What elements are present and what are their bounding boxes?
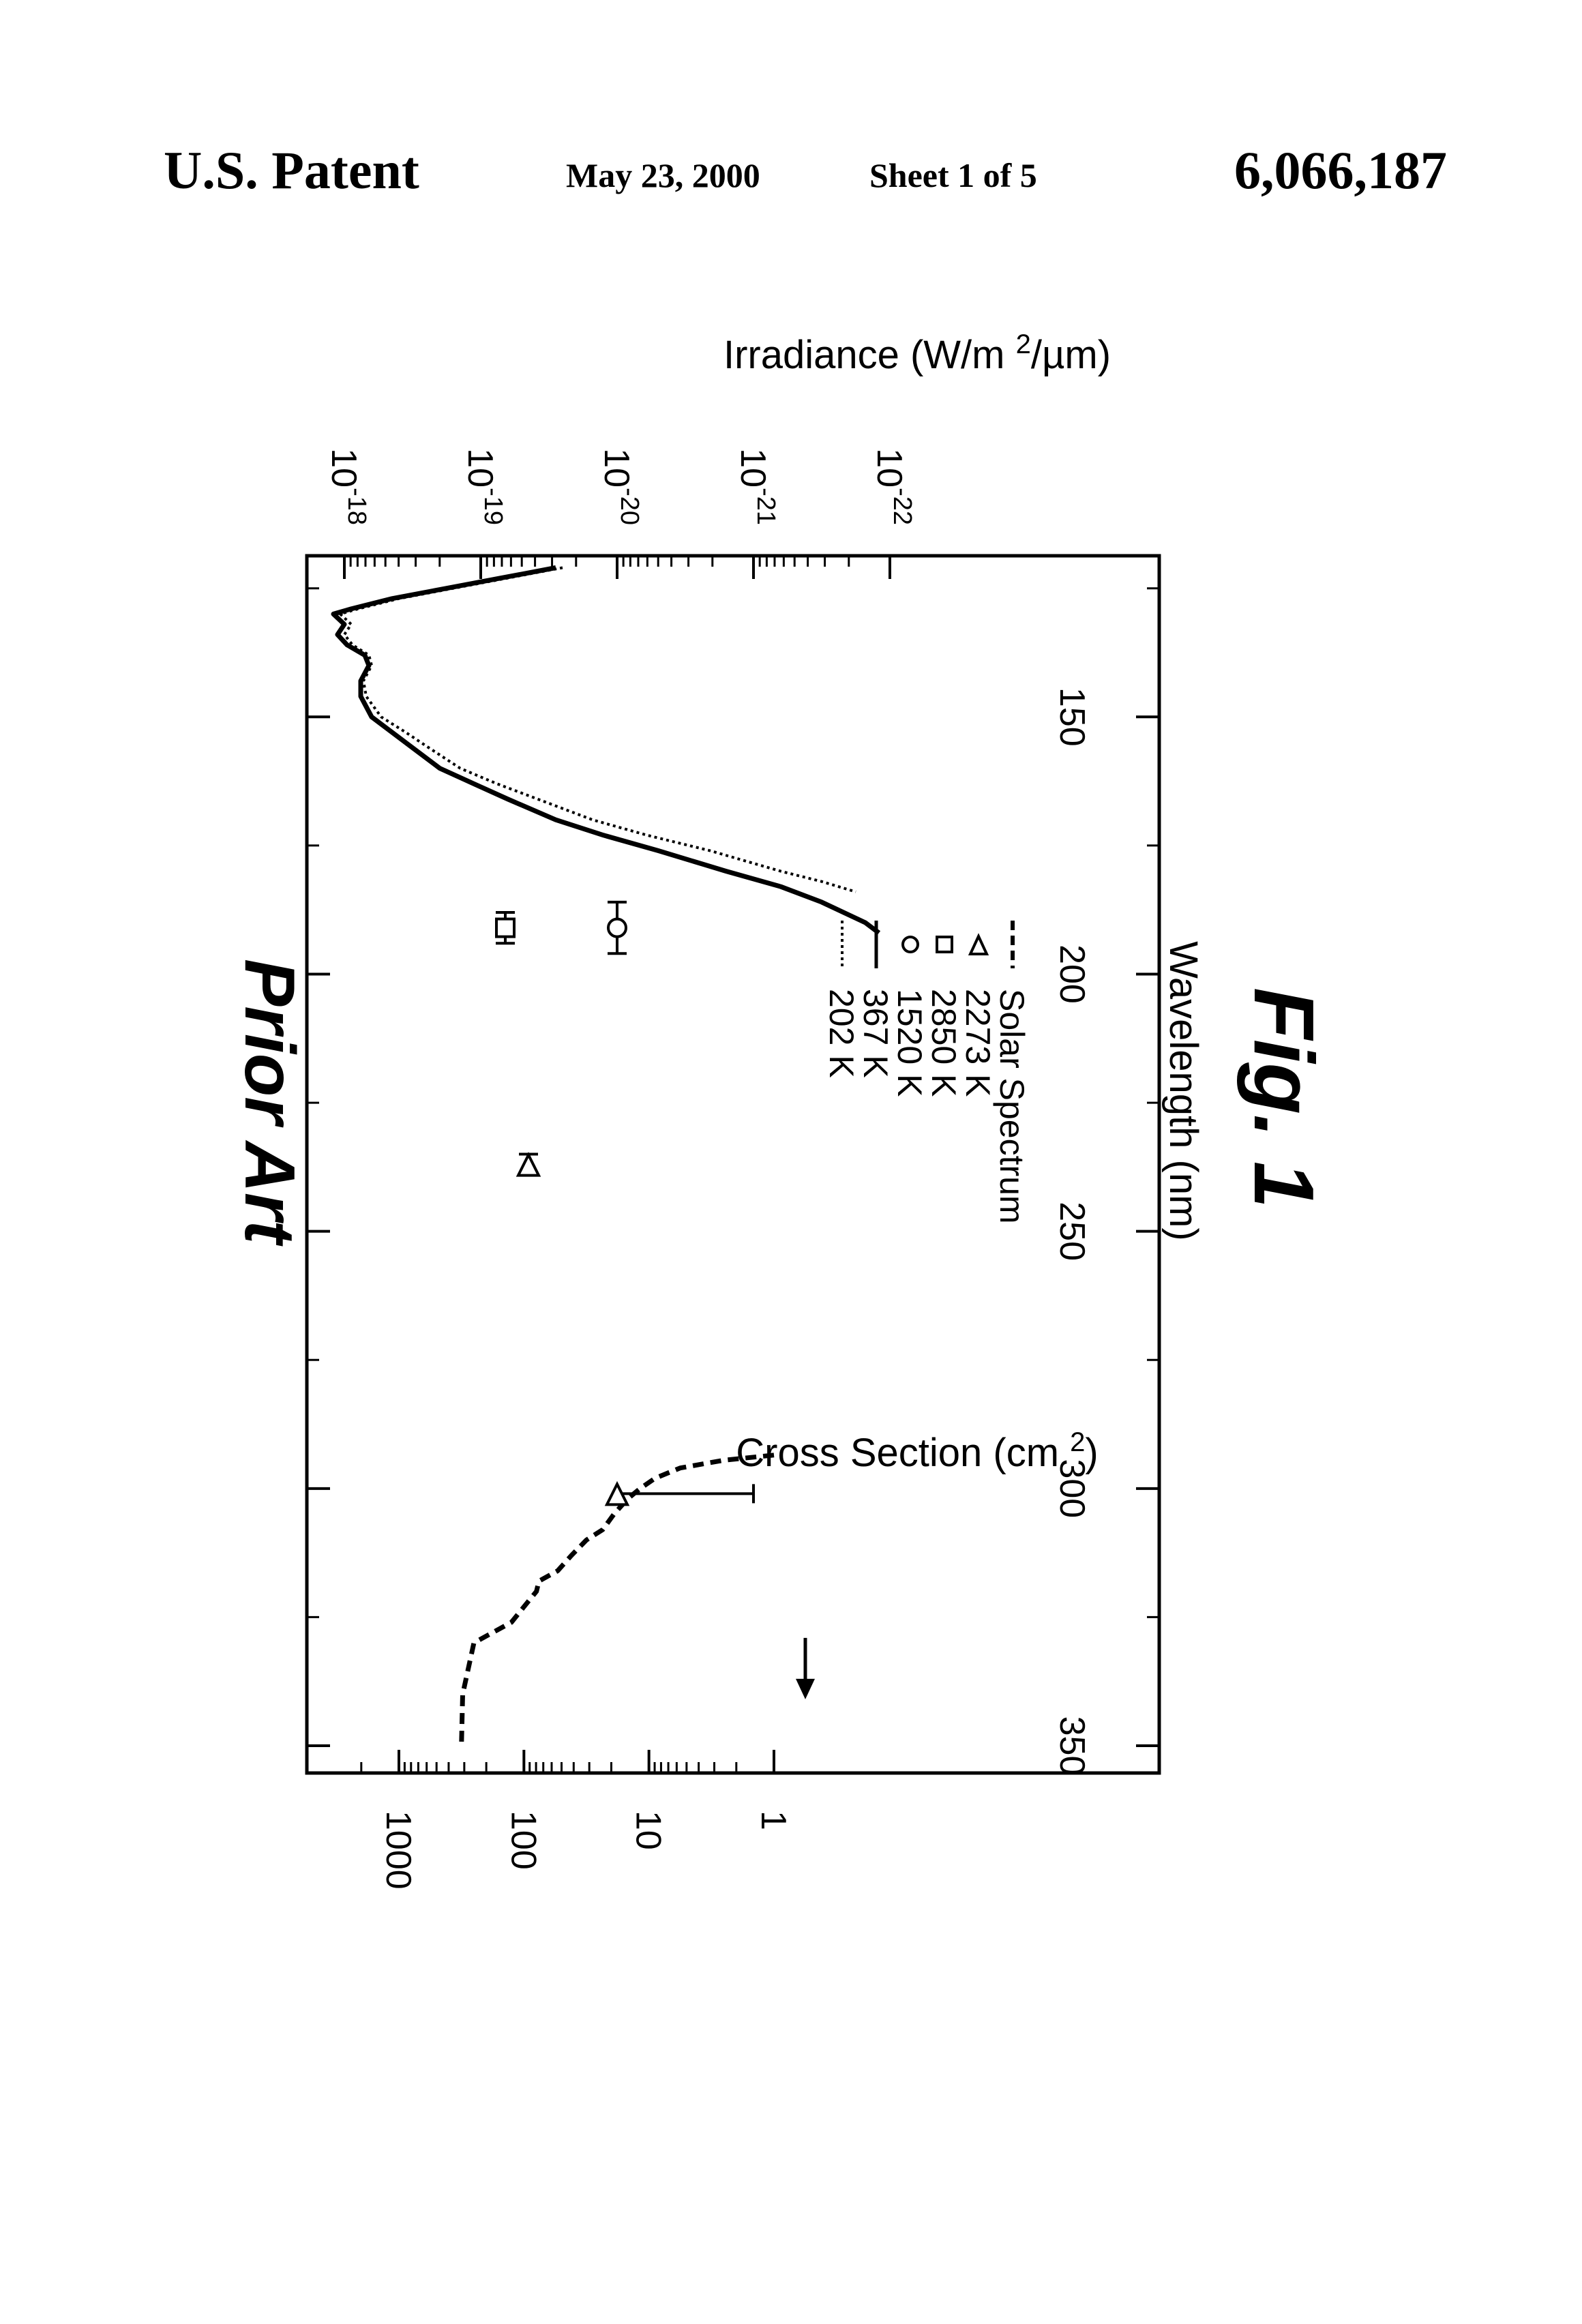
superscript: 2 [1070, 1427, 1085, 1457]
x-tick-label: 250 [1052, 1202, 1092, 1261]
legend-label: 367 K [856, 989, 895, 1078]
x-axis-title: Wavelength (nm) [1161, 941, 1206, 1240]
point-2850-k [496, 919, 514, 937]
legend-marker [937, 937, 952, 952]
y2-tick-label: 100 [503, 1811, 543, 1870]
axis-title-rest: /µm) [1031, 333, 1111, 377]
y-tick-base: 10 [324, 448, 363, 488]
y-tick-exponent: -18 [342, 488, 371, 525]
legend-item-2850-k: 2850 K [925, 937, 963, 1097]
legend-item-2273-k: 2273 K [959, 936, 997, 1097]
point-1520-k [608, 919, 626, 937]
left-axis-title: Cross Section (cm 2) [736, 1427, 1098, 1475]
right-axis-title-main: Irradiance (W/m [723, 333, 1005, 377]
legend: 202 K367 K1520 K2850 K2273 KSolar Spectr… [822, 921, 1031, 1224]
x-tick-label: 150 [1052, 687, 1092, 747]
y-tick-label: 10-18 [324, 448, 371, 525]
legend-label: 2850 K [925, 989, 963, 1097]
legend-label: 202 K [822, 989, 861, 1078]
series-367-k [333, 568, 879, 934]
y-tick-exponent: -21 [751, 488, 780, 525]
left-axis-title-main: Cross Section (cm [736, 1431, 1059, 1475]
x-tick-label: 300 [1052, 1459, 1092, 1518]
point-2273-k [518, 1155, 539, 1176]
superscript: 2 [1016, 329, 1031, 359]
y-tick-base: 10 [597, 448, 636, 488]
legend-item-367-k: 367 K [856, 921, 895, 1078]
y-tick-label: 10-22 [869, 448, 916, 525]
y-tick-base: 10 [460, 448, 500, 488]
y-tick-label: 10-21 [733, 448, 780, 525]
y-tick-base: 10 [733, 448, 773, 488]
y-tick-exponent: -22 [888, 488, 916, 525]
legend-item-202-k: 202 K [822, 921, 861, 1078]
upper-limit-arrowhead [796, 1679, 815, 1699]
y2-tick-label: 1000 [378, 1811, 418, 1890]
y-tick-exponent: -20 [615, 488, 644, 525]
y2-tick-label: 1 [753, 1811, 793, 1830]
figure-title: Prior Art [230, 959, 309, 1247]
legend-marker [903, 937, 918, 952]
legend-marker [970, 936, 987, 954]
legend-item-solar-spectrum: Solar Spectrum [993, 921, 1031, 1224]
y-tick-exponent: -19 [479, 488, 507, 525]
x-tick-label: 350 [1052, 1716, 1092, 1776]
right-axis-title: Irradiance (W/m 2/µm) [723, 329, 1111, 377]
figure-label: Fig. 1 [1236, 987, 1330, 1208]
legend-label: Solar Spectrum [993, 989, 1031, 1224]
x-tick-label: 200 [1052, 944, 1092, 1004]
legend-label: 1520 K [891, 989, 929, 1097]
y-tick-base: 10 [869, 448, 909, 488]
y-tick-label: 10-19 [460, 448, 507, 525]
series-202-k [340, 568, 856, 892]
y-tick-label: 10-20 [597, 448, 644, 525]
legend-item-1520-k: 1520 K [891, 937, 929, 1097]
y2-tick-label: 10 [629, 1811, 668, 1850]
legend-label: 2273 K [959, 989, 997, 1097]
